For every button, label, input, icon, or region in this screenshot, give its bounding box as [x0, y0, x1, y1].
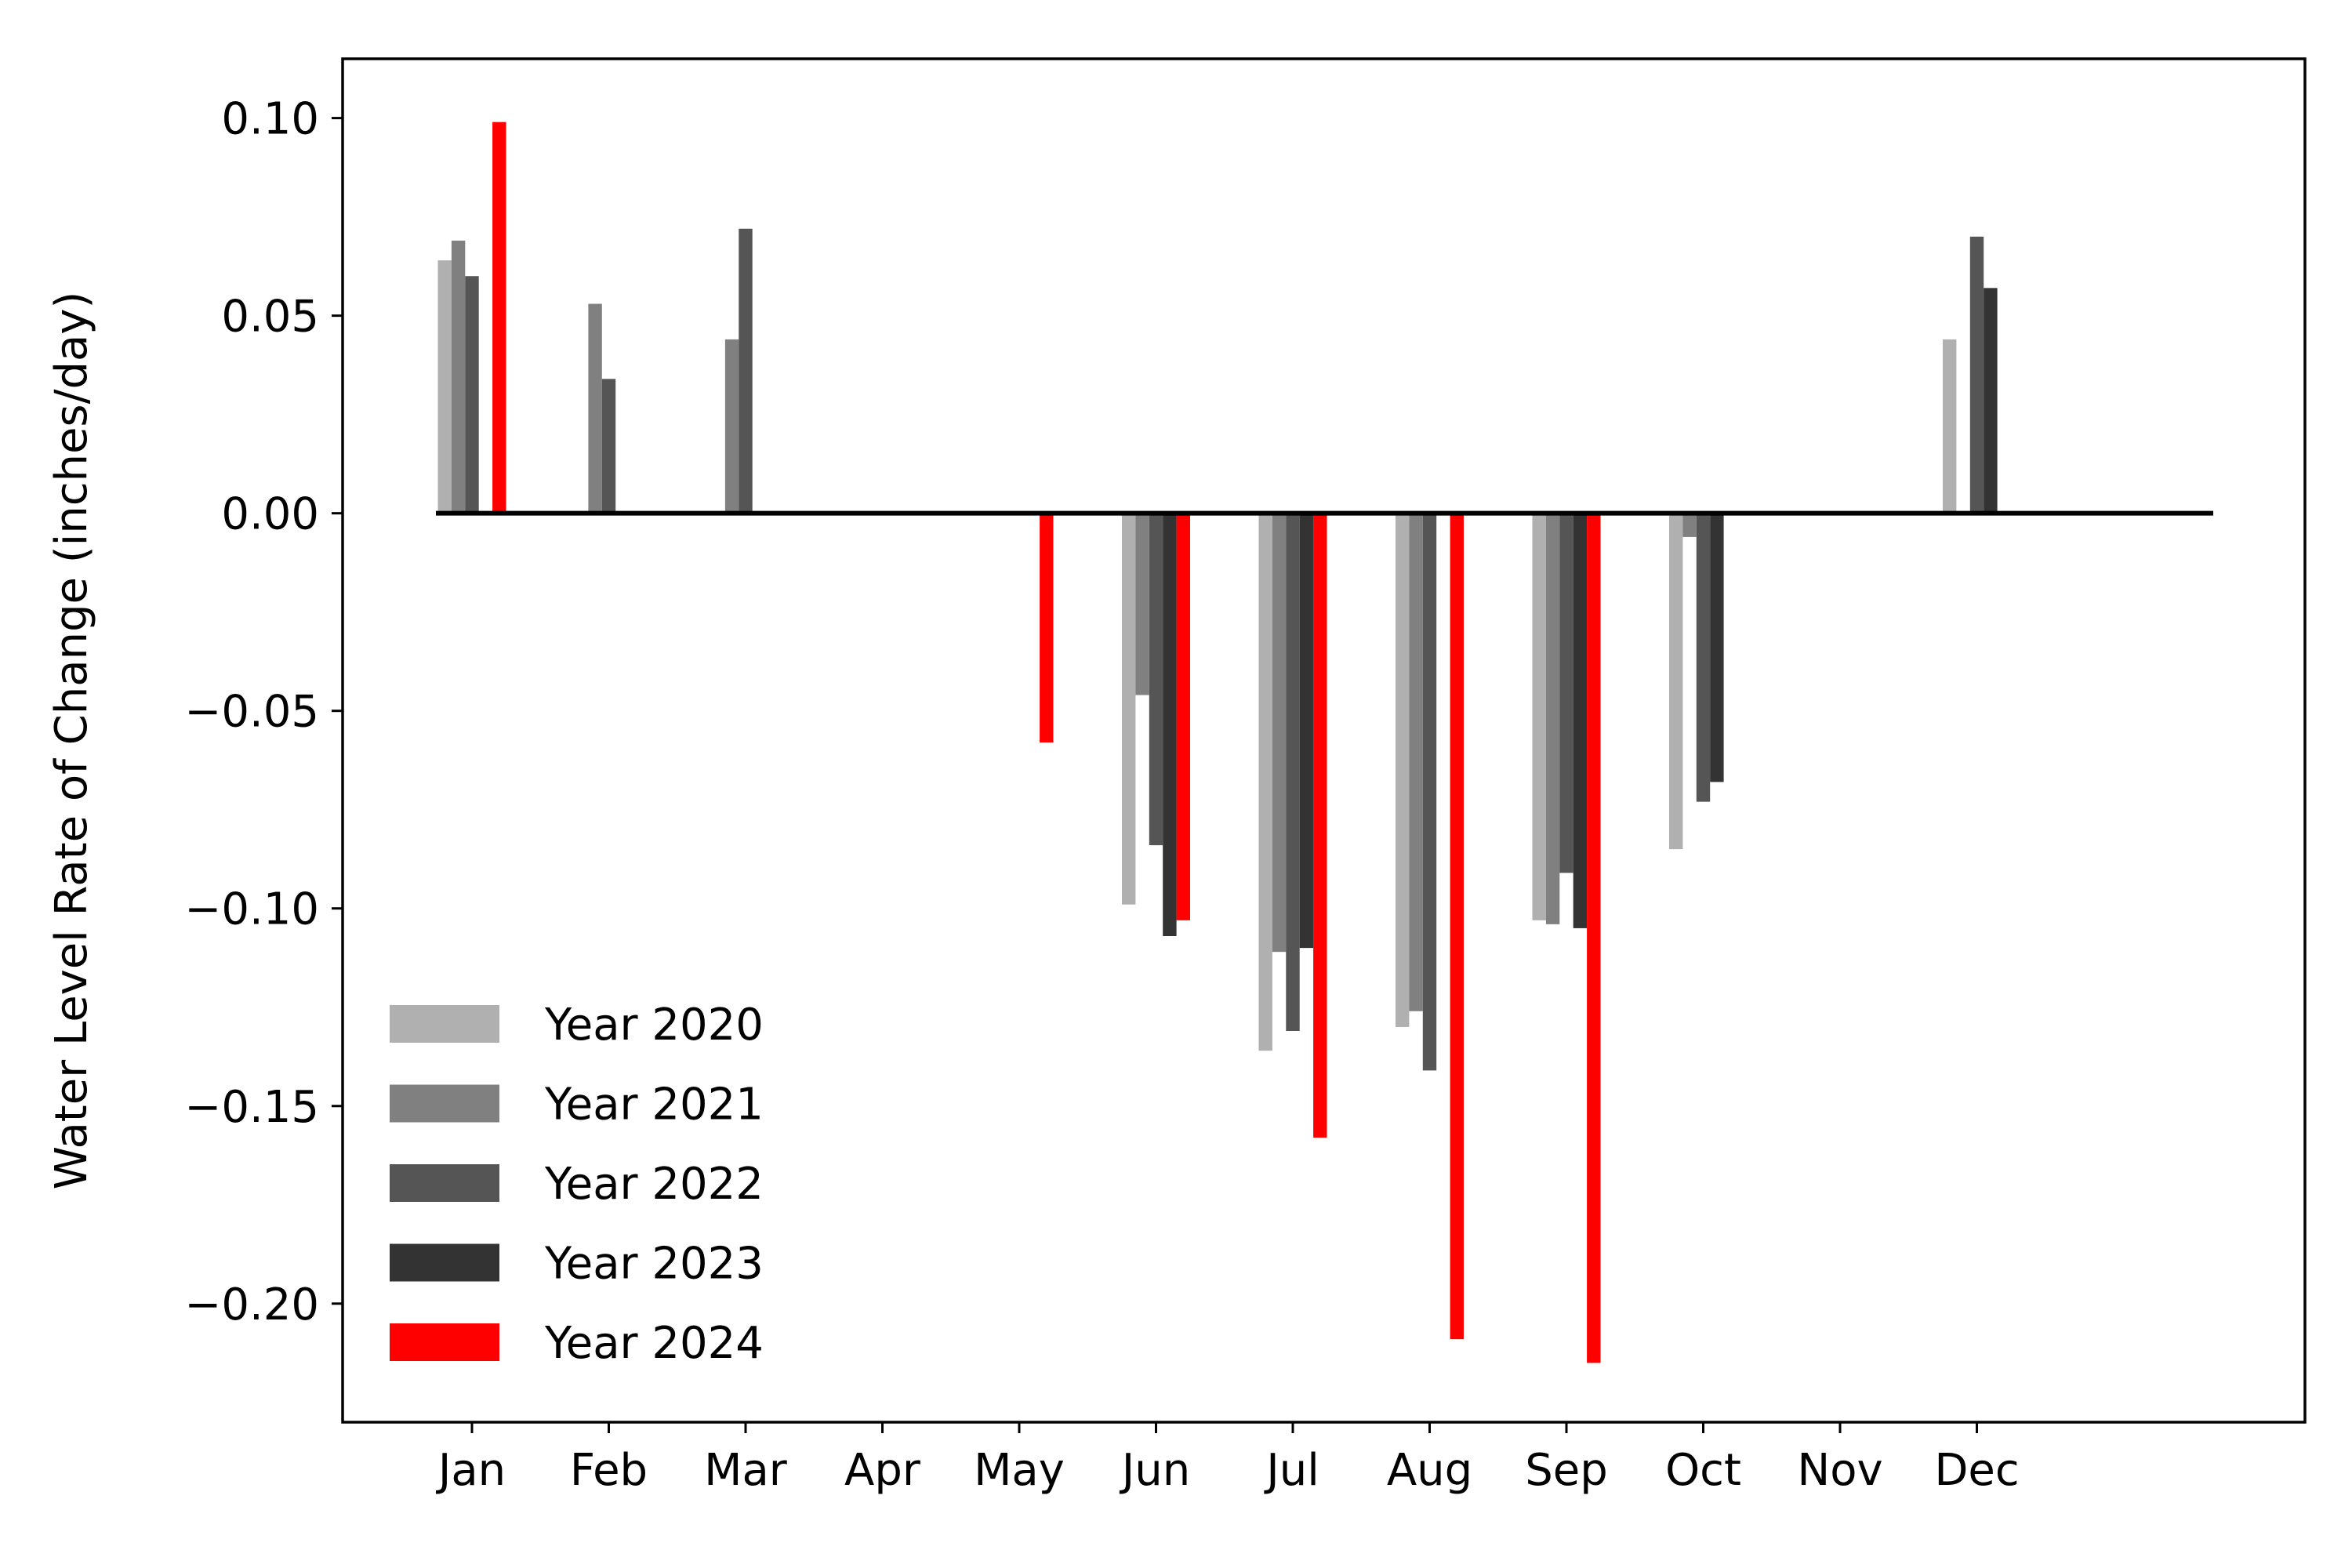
bar-year-2021-sep [1545, 513, 1560, 924]
x-tick-label-jul: Jul [1264, 1445, 1319, 1496]
legend-swatch-year-2021 [390, 1084, 499, 1123]
bar-year-2022-mar [739, 228, 753, 514]
bar-year-2023-dec [1984, 288, 1998, 514]
y-axis-label: Water Level Rate of Change (inches/day) [46, 292, 97, 1190]
legend-swatch-year-2020 [390, 1005, 499, 1043]
plot-frame [341, 57, 2307, 1424]
legend-swatch-year-2022 [390, 1164, 499, 1202]
x-tick-label-dec: Dec [1934, 1445, 2019, 1496]
legend-label: Year 2020 [544, 1000, 764, 1051]
x-tick-label-feb: Feb [570, 1445, 648, 1496]
x-tick-label-apr: Apr [844, 1445, 921, 1496]
legend-swatch-year-2024 [390, 1323, 499, 1361]
bar-year-2020-oct [1669, 513, 1683, 850]
x-tick-label-jun: Jun [1120, 1445, 1191, 1496]
bar-year-2024-jul [1313, 513, 1327, 1138]
bar-year-2020-sep [1532, 513, 1546, 920]
bar-year-2020-jul [1258, 513, 1272, 1051]
legend-label: Year 2021 [544, 1080, 764, 1131]
bar-year-2021-jul [1272, 513, 1287, 953]
legend-label: Year 2022 [544, 1159, 764, 1210]
bar-year-2023-jun [1163, 513, 1177, 937]
bar-year-2022-aug [1422, 513, 1437, 1071]
bar-year-2022-jul [1286, 513, 1300, 1031]
bar-year-2024-aug [1450, 513, 1464, 1340]
bar-year-2021-mar [724, 339, 739, 514]
bar-year-2021-jun [1135, 513, 1149, 695]
bar-year-2022-sep [1559, 513, 1573, 873]
bar-year-2023-oct [1710, 513, 1724, 782]
bar-year-2024-jan [492, 122, 506, 514]
bar-year-2021-aug [1409, 513, 1423, 1011]
y-tick-label: 0.10 [221, 94, 319, 145]
bar-year-2022-jan [465, 276, 479, 514]
legend-swatch-year-2023 [390, 1243, 499, 1282]
bar-year-2020-aug [1396, 513, 1410, 1027]
bar-year-2023-jul [1299, 513, 1314, 949]
x-tick-label-jan: Jan [436, 1445, 506, 1496]
y-tick-label: −0.10 [184, 884, 319, 935]
y-tick-label: −0.15 [184, 1082, 319, 1133]
x-tick-label-may: May [974, 1445, 1065, 1496]
bar-year-2021-jan [451, 240, 466, 514]
x-axis: Jan Feb Mar Apr May Jun Jul Aug Sep Oct Nov Dec [436, 1422, 2020, 1496]
bar-year-2020-dec [1943, 339, 1957, 514]
bar-year-2024-sep [1587, 513, 1601, 1363]
x-tick-label-mar: Mar [704, 1445, 788, 1496]
legend-label: Year 2023 [544, 1239, 764, 1290]
bar-year-2023-sep [1573, 513, 1588, 928]
bar-year-2020-jun [1122, 513, 1136, 905]
bar-year-2022-feb [601, 379, 616, 514]
bar-year-2021-oct [1682, 513, 1697, 537]
legend: Year 2020 Year 2021 Year 2022 Year 2023 Year… [390, 1000, 764, 1369]
bar-year-2020-jan [437, 260, 452, 514]
bar-year-2022-oct [1696, 513, 1711, 802]
y-axis: 0.10 0.05 0.00 −0.05 −0.10 −0.15 −0.20 [184, 94, 343, 1330]
y-tick-label: 0.00 [221, 489, 319, 540]
x-tick-label-nov: Nov [1797, 1445, 1882, 1496]
y-tick-label: −0.20 [184, 1279, 319, 1330]
bar-year-2024-jun [1176, 513, 1190, 920]
bar-year-2024-may [1040, 513, 1054, 743]
bar-layer [437, 122, 1998, 1363]
x-tick-label-oct: Oct [1665, 1445, 1741, 1496]
y-tick-label: −0.05 [184, 687, 319, 738]
legend-label: Year 2024 [544, 1318, 764, 1369]
bar-year-2021-feb [588, 303, 602, 514]
bar-year-2022-dec [1969, 236, 1984, 514]
x-tick-label-sep: Sep [1525, 1445, 1608, 1496]
x-tick-label-aug: Aug [1387, 1445, 1472, 1496]
bar-year-2022-jun [1149, 513, 1163, 846]
y-tick-label: 0.05 [221, 292, 319, 343]
